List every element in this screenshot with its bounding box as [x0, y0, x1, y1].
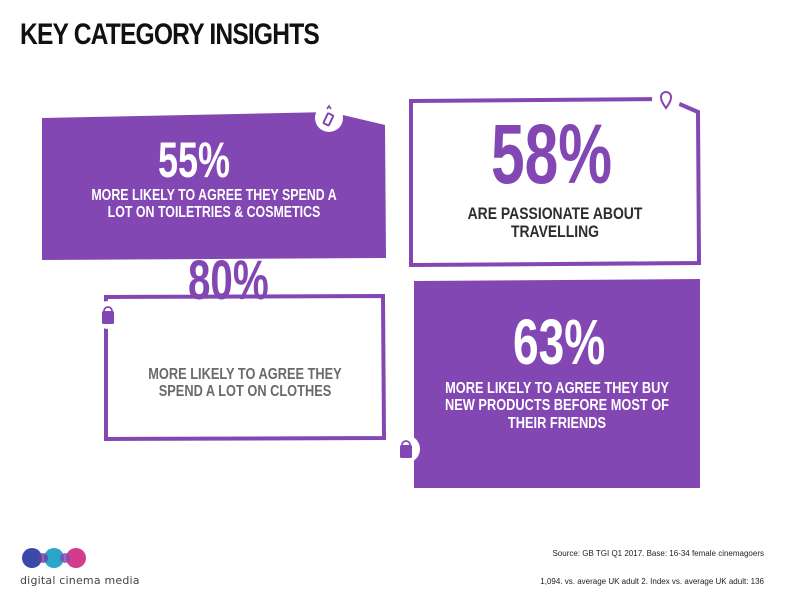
- panel-new-products: [414, 279, 700, 488]
- insight-text-new-products: MORE LIKELY TO AGREE THEY BUY NEW PRODUC…: [443, 380, 672, 432]
- insight-text-line: SPEND A LOT ON CLOTHES: [158, 383, 332, 401]
- insight-text-line: THEIR FRIENDS: [507, 414, 607, 432]
- insight-text-line: ARE PASSIONATE ABOUT: [467, 204, 643, 223]
- insight-value-clothes: 80%: [188, 248, 269, 311]
- insight-text-line: TRAVELLING: [510, 222, 600, 242]
- panel-toiletries: [42, 112, 386, 260]
- insight-text-line: MORE LIKELY TO AGREE THEY: [148, 366, 342, 383]
- insight-value-travelling: 58%: [491, 107, 613, 201]
- insight-text-line: NEW PRODUCTS BEFORE MOST OF: [445, 397, 669, 415]
- insight-text-clothes: MORE LIKELY TO AGREE THEY SPEND A LOT ON…: [134, 366, 356, 401]
- map-pin-icon: [651, 85, 681, 115]
- insight-text-line: MORE LIKELY TO AGREE THEY SPEND A: [91, 187, 337, 204]
- logo-text: digital cinema media: [20, 574, 140, 587]
- source-line-1: Source: GB TGI Q1 2017. Base: 16-34 fema…: [552, 549, 764, 558]
- dcm-logo: [22, 548, 86, 568]
- lipstick-icon: [314, 103, 344, 133]
- page-title: KEY CATEGORY INSIGHTS: [20, 18, 320, 51]
- source-line-2: 1,094. vs. average UK adult 2. Index vs.…: [540, 577, 764, 586]
- insight-text-line: MORE LIKELY TO AGREE THEY BUY: [445, 380, 669, 397]
- insight-value-new-products: 63%: [513, 306, 606, 378]
- insight-text-toiletries: MORE LIKELY TO AGREE THEY SPEND A LOT ON…: [76, 187, 351, 221]
- panel-travelling: [409, 96, 702, 268]
- insight-text-travelling: ARE PASSIONATE ABOUT TRAVELLING: [437, 204, 673, 242]
- insight-value-toiletries: 55%: [158, 132, 231, 188]
- shopping-bag-icon: [391, 434, 421, 464]
- insight-text-line: LOT ON TOILETRIES & COSMETICS: [107, 203, 321, 221]
- panel-clothes: [104, 293, 387, 442]
- shopping-bag-icon: [93, 300, 123, 330]
